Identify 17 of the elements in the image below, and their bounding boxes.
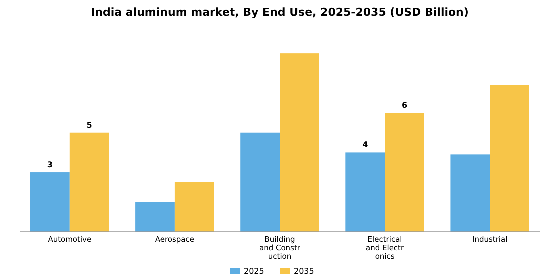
data-label: 3 <box>47 160 53 170</box>
data-label: 6 <box>402 101 408 110</box>
bar <box>280 54 320 232</box>
bar <box>30 172 70 232</box>
bar <box>346 152 386 232</box>
bar <box>174 182 214 232</box>
legend-label: 2035 <box>294 267 314 276</box>
bar <box>240 132 280 232</box>
bar <box>490 85 530 232</box>
data-label: 4 <box>362 140 369 150</box>
data-label: 5 <box>86 120 93 130</box>
bar <box>450 154 490 232</box>
bar <box>136 202 175 232</box>
legend-label: 2025 <box>244 267 264 276</box>
bar <box>70 132 110 232</box>
bar <box>385 113 424 232</box>
chart-title: India aluminum market, By End Use, 2025-2035 (USD Billion) <box>91 6 469 19</box>
